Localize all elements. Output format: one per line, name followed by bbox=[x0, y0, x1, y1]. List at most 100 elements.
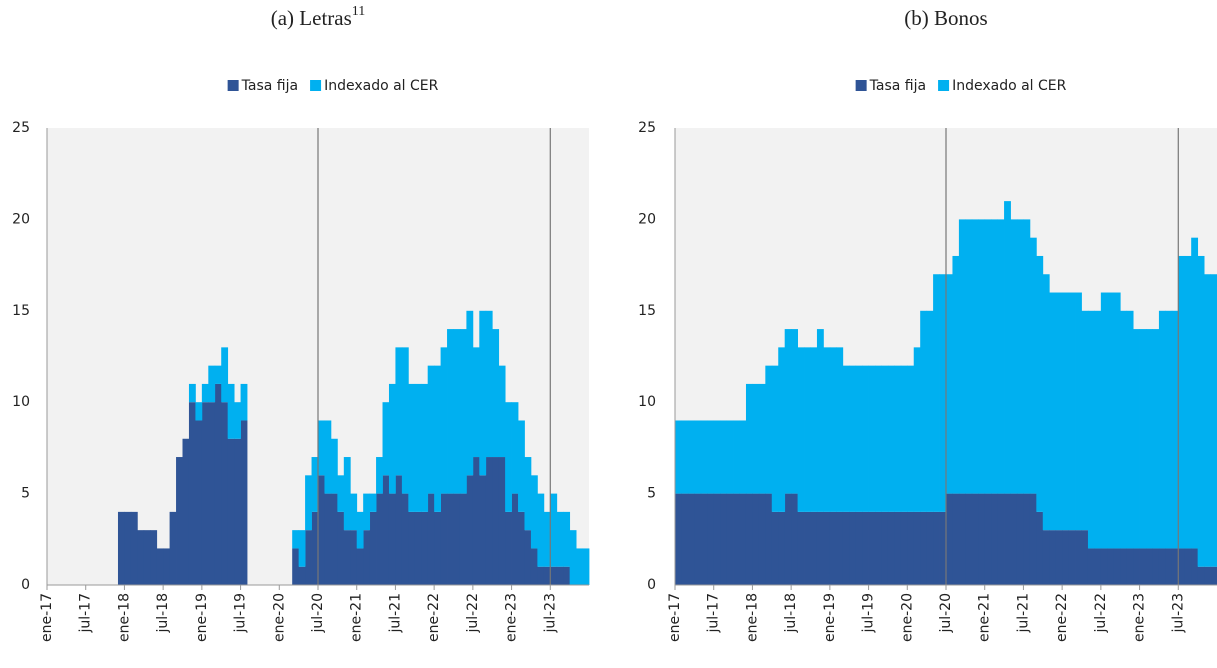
bar-segment bbox=[1068, 292, 1076, 531]
bar-segment bbox=[472, 457, 480, 585]
bar-segment bbox=[201, 383, 209, 403]
bar-segment bbox=[1049, 292, 1057, 531]
bar-segment bbox=[550, 493, 558, 567]
bar-segment bbox=[530, 548, 538, 585]
x-tick-label: ene-20 bbox=[899, 593, 915, 642]
bar-segment bbox=[395, 347, 403, 476]
bar-segment bbox=[330, 493, 338, 585]
bar-segment bbox=[1204, 566, 1211, 585]
bar-segment bbox=[765, 493, 773, 585]
bar-segment bbox=[447, 329, 454, 494]
bar-segment bbox=[1100, 292, 1108, 549]
bar-segment bbox=[881, 365, 889, 512]
bar-segment bbox=[894, 365, 902, 512]
x-tick-label: ene-22 bbox=[1054, 593, 1070, 642]
bar-segment bbox=[1158, 310, 1166, 549]
bar-segment bbox=[1107, 548, 1115, 585]
bar-segment bbox=[492, 329, 500, 458]
x-tick-label: ene-18 bbox=[116, 593, 132, 642]
bar-segment bbox=[1081, 310, 1089, 531]
bar-segment bbox=[958, 493, 966, 585]
bar-segment bbox=[875, 365, 882, 512]
bar-segment bbox=[675, 493, 682, 585]
bar-segment bbox=[681, 493, 689, 585]
bar-segment bbox=[498, 457, 506, 585]
bar-segment bbox=[214, 365, 222, 384]
bar-segment bbox=[694, 493, 702, 585]
bar-segment bbox=[971, 493, 979, 585]
bar-segment bbox=[720, 420, 728, 494]
bar-segment bbox=[804, 511, 811, 585]
bar-segment bbox=[875, 511, 882, 585]
x-tick-label: jul-19 bbox=[233, 593, 249, 634]
bar-segment bbox=[221, 347, 229, 403]
bar-segment bbox=[1171, 548, 1179, 585]
bar-segment bbox=[842, 511, 850, 585]
bar-segment bbox=[414, 383, 422, 512]
bar-segment bbox=[505, 402, 512, 512]
bar-segment bbox=[881, 511, 889, 585]
bar-segment bbox=[823, 511, 831, 585]
bar-segment bbox=[414, 511, 422, 585]
legend-swatch bbox=[310, 80, 322, 91]
bar-segment bbox=[518, 511, 525, 585]
bar-segment bbox=[1184, 255, 1192, 549]
bar-segment bbox=[739, 493, 747, 585]
bar-segment bbox=[447, 493, 454, 585]
bar-segment bbox=[382, 475, 390, 585]
bar-segment bbox=[188, 383, 196, 403]
bar-segment bbox=[984, 493, 992, 585]
bar-segment bbox=[195, 402, 203, 421]
bar-segment bbox=[933, 511, 940, 585]
bar-segment bbox=[1094, 548, 1102, 585]
bar-segment bbox=[1133, 548, 1140, 585]
bar-segment bbox=[466, 310, 474, 476]
bar-segment bbox=[182, 438, 190, 585]
bar-segment bbox=[318, 475, 325, 585]
bar-segment bbox=[1126, 310, 1134, 549]
bar-segment bbox=[543, 511, 551, 567]
bar-segment bbox=[1165, 548, 1173, 585]
bar-segment bbox=[707, 420, 715, 494]
bar-segment bbox=[1081, 530, 1089, 585]
bar-segment bbox=[836, 347, 844, 512]
x-tick-label: jul-22 bbox=[465, 593, 481, 634]
bar-segment bbox=[823, 347, 831, 512]
bar-segment bbox=[1062, 530, 1069, 585]
bar-segment bbox=[997, 493, 1005, 585]
bar-segment bbox=[356, 511, 364, 549]
bar-segment bbox=[726, 420, 734, 494]
bar-segment bbox=[1210, 274, 1217, 567]
bar-segment bbox=[913, 347, 921, 512]
y-tick-label: 15 bbox=[12, 303, 30, 319]
bar-segment bbox=[907, 365, 915, 512]
x-tick-label: ene-21 bbox=[977, 593, 993, 642]
bar-segment bbox=[1133, 329, 1140, 549]
bar-segment bbox=[524, 457, 532, 531]
bar-segment bbox=[1100, 548, 1108, 585]
bar-segment bbox=[713, 493, 721, 585]
legend-label: Tasa fija bbox=[869, 78, 926, 94]
bar-segment bbox=[1197, 255, 1205, 567]
bar-segment bbox=[117, 511, 125, 585]
bar-segment bbox=[816, 329, 824, 512]
bar-segment bbox=[524, 530, 532, 585]
bar-segment bbox=[563, 511, 571, 567]
bar-segment bbox=[124, 511, 132, 585]
bar-segment bbox=[582, 548, 590, 585]
bar-segment bbox=[1042, 274, 1050, 531]
bar-segment bbox=[518, 420, 525, 512]
bar-segment bbox=[201, 402, 209, 585]
bar-segment bbox=[1210, 566, 1217, 585]
bar-segment bbox=[1165, 310, 1173, 549]
bar-segment bbox=[1055, 292, 1063, 531]
bar-segment bbox=[227, 438, 235, 585]
x-tick-label: ene-20 bbox=[271, 593, 287, 642]
bar-segment bbox=[350, 530, 358, 585]
bar-segment bbox=[965, 219, 973, 494]
bar-segment bbox=[829, 347, 837, 512]
y-tick-label: 20 bbox=[638, 211, 656, 227]
bar-segment bbox=[952, 255, 960, 494]
bar-segment bbox=[421, 511, 429, 585]
bar-segment bbox=[479, 310, 487, 476]
